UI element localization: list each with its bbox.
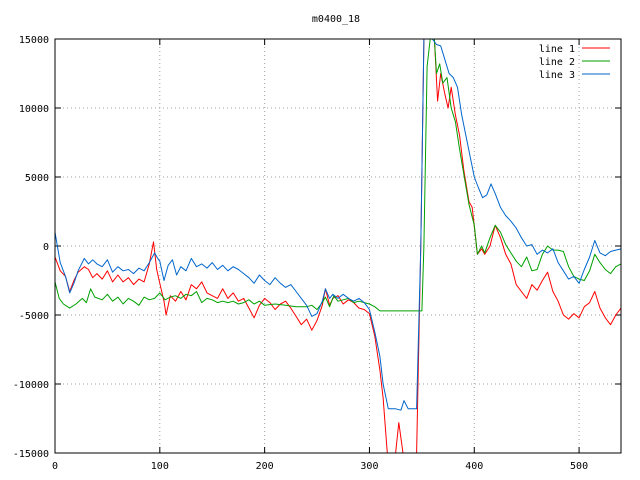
legend-label-1: line 1 [539,44,575,55]
x-tick-label: 0 [52,461,58,472]
x-tick-label: 300 [360,461,378,472]
x-tick-label: 100 [151,461,169,472]
y-tick-label: 15000 [19,35,49,46]
legend: line 1 line 2 line 3 [539,44,610,81]
series-line-1 [55,39,621,453]
series-line-3 [55,39,621,411]
x-tick-label: 400 [465,461,483,472]
x-tick-label: 500 [570,461,588,472]
series-group [55,39,621,453]
axis-ticks: 0 100 200 300 400 500 -15000 -10000 -5000 0 5000 10… [13,35,621,472]
grid [55,39,621,453]
y-tick-label: 0 [43,242,49,253]
chart-title: m0400_18 [312,14,360,25]
legend-label-2: line 2 [539,57,575,68]
y-tick-label: -10000 [13,380,49,391]
legend-label-3: line 3 [539,70,575,81]
y-tick-label: -5000 [19,311,49,322]
y-tick-label: 10000 [19,104,49,115]
x-tick-label: 200 [256,461,274,472]
y-tick-label: 5000 [25,173,49,184]
y-tick-label: -15000 [13,449,49,460]
plot-frame [54,38,622,454]
